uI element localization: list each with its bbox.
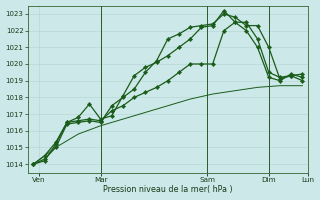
X-axis label: Pression niveau de la mer( hPa ): Pression niveau de la mer( hPa ) <box>103 185 233 194</box>
